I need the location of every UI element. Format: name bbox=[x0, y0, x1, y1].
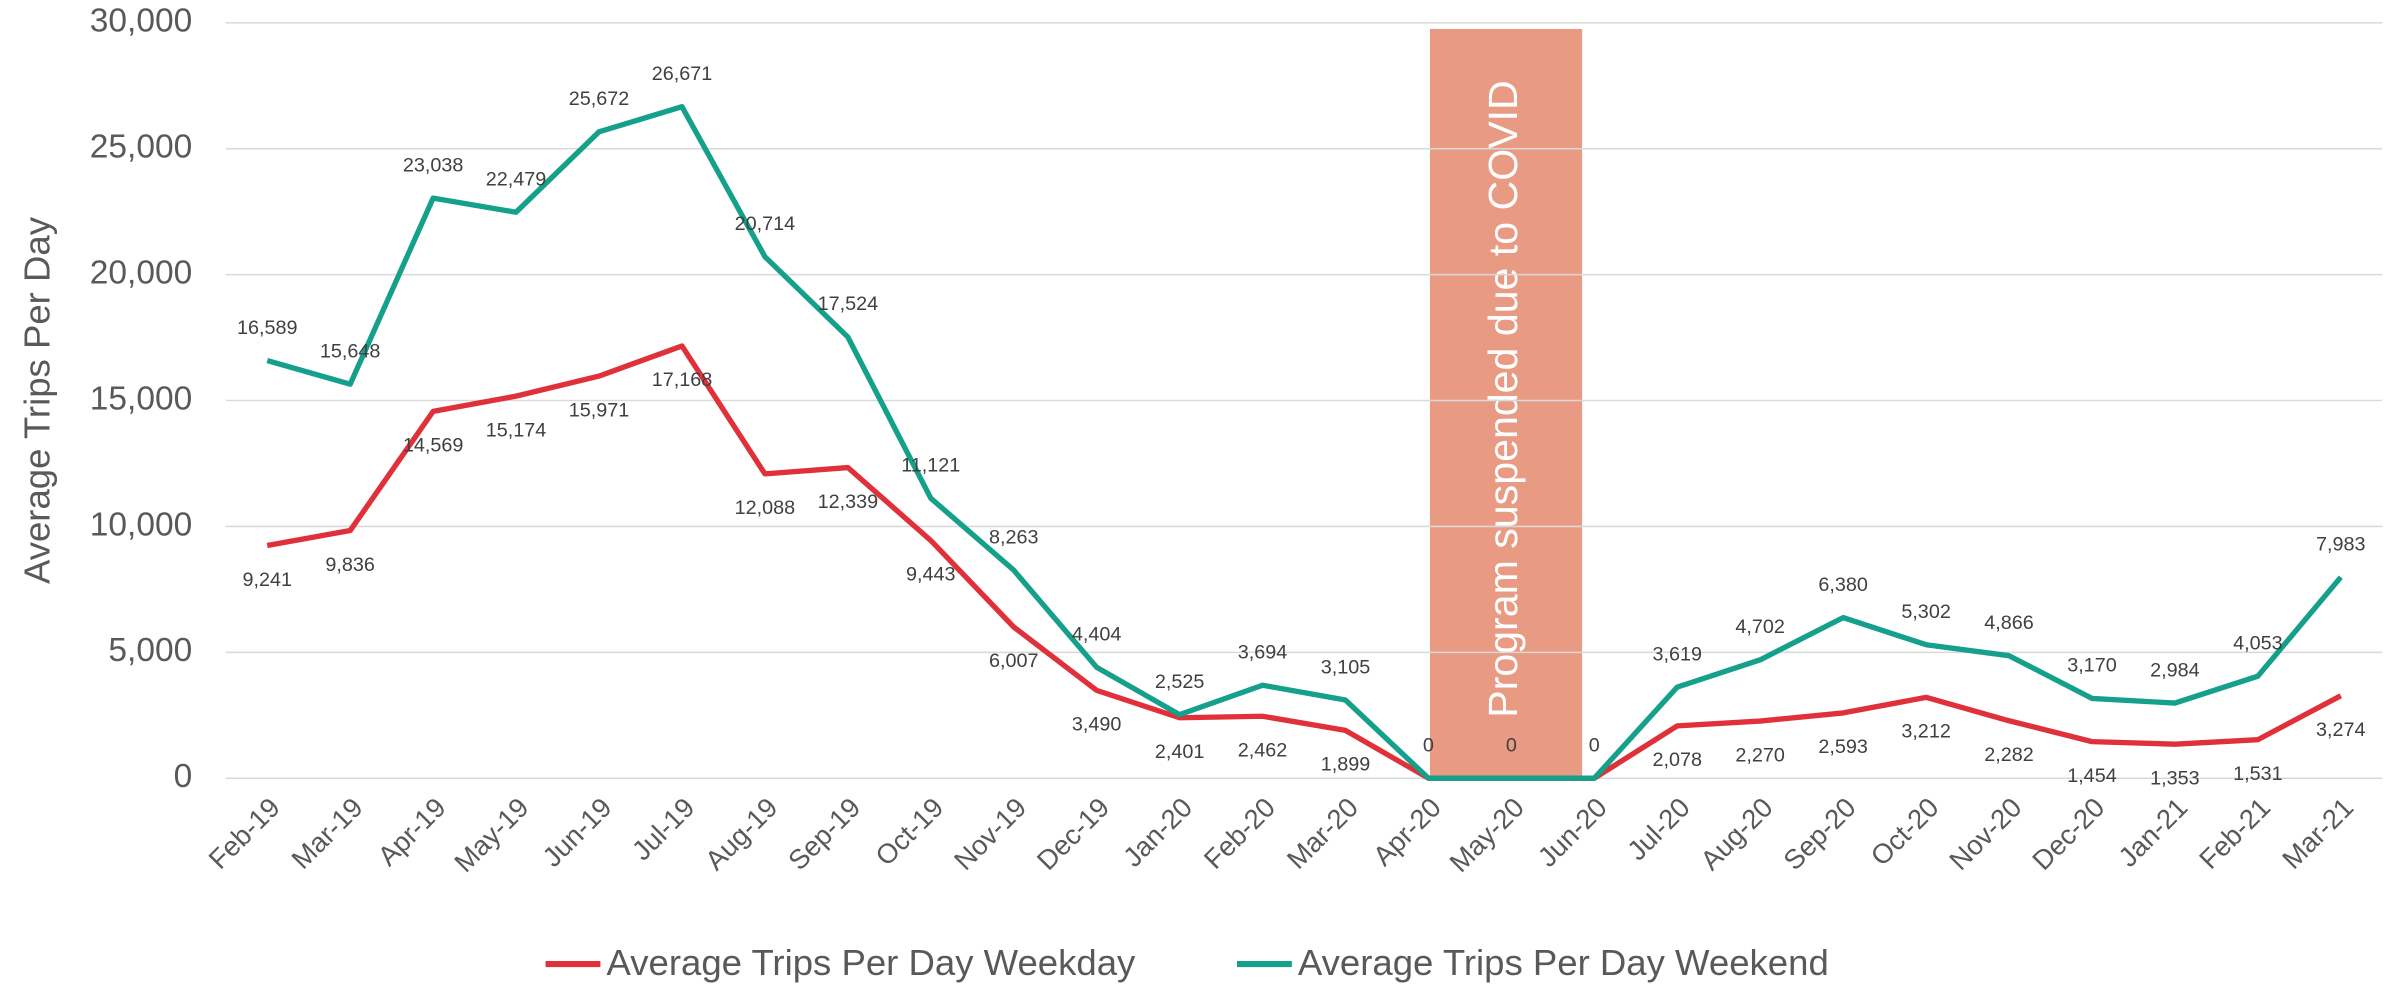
data-label: 1,899 bbox=[1321, 754, 1371, 776]
data-label: 14,569 bbox=[403, 435, 464, 457]
data-label: 3,170 bbox=[2067, 655, 2117, 677]
data-label: 4,053 bbox=[2233, 632, 2283, 654]
x-tick-label: Jan-20 bbox=[1117, 792, 1198, 873]
y-tick-label: 15,000 bbox=[90, 380, 192, 417]
series-line bbox=[266, 343, 2343, 781]
x-tick-label: Nov-19 bbox=[948, 792, 1032, 876]
data-label: 3,694 bbox=[1238, 641, 1288, 663]
data-label: 0 bbox=[1589, 734, 1600, 756]
data-label: 12,088 bbox=[735, 497, 796, 519]
x-tick-label: Apr-19 bbox=[372, 792, 452, 872]
x-tick-label: May-20 bbox=[1443, 792, 1530, 879]
legend-label: Average Trips Per Day Weekday bbox=[607, 942, 1137, 983]
data-label: 9,443 bbox=[906, 564, 956, 586]
x-tick-label: Sep-20 bbox=[1777, 792, 1861, 876]
x-tick-label: Jun-20 bbox=[1532, 792, 1613, 873]
x-tick-label: Mar-19 bbox=[285, 792, 368, 875]
data-label: 20,714 bbox=[735, 213, 796, 235]
legend-label: Average Trips Per Day Weekend bbox=[1298, 942, 1829, 983]
data-label: 15,971 bbox=[569, 399, 630, 421]
x-tick-label: Oct-19 bbox=[869, 792, 949, 872]
x-tick-label: May-19 bbox=[448, 792, 535, 879]
series-line bbox=[266, 104, 2343, 781]
y-axis-title: Average Trips Per Day bbox=[17, 216, 58, 584]
x-tick-label: Aug-19 bbox=[699, 792, 783, 876]
data-label: 2,984 bbox=[2150, 659, 2200, 681]
x-tick-label: Dec-20 bbox=[2026, 792, 2110, 876]
data-label: 2,078 bbox=[1652, 749, 1702, 771]
data-label: 0 bbox=[1423, 734, 1434, 756]
x-tick-label: Nov-20 bbox=[1943, 792, 2027, 876]
x-tick-label: Apr-20 bbox=[1367, 792, 1447, 872]
data-label: 4,404 bbox=[1072, 624, 1122, 646]
annotation-band bbox=[1429, 28, 1583, 779]
data-label: 1,353 bbox=[2150, 767, 2200, 789]
data-label: 2,525 bbox=[1155, 671, 1205, 693]
data-label: 0 bbox=[1506, 734, 1517, 756]
y-tick-label: 25,000 bbox=[90, 129, 192, 166]
data-label: 17,168 bbox=[652, 369, 713, 391]
data-label: 15,648 bbox=[320, 340, 381, 362]
data-label: 3,105 bbox=[1321, 656, 1371, 678]
x-tick-label: Jul-19 bbox=[626, 792, 701, 867]
annotation-text: Program suspended due to COVID bbox=[1480, 80, 1526, 718]
y-tick-label: 5,000 bbox=[108, 632, 192, 669]
data-label: 12,339 bbox=[818, 491, 879, 513]
y-tick-label: 10,000 bbox=[90, 506, 192, 543]
data-label: 26,671 bbox=[652, 63, 713, 85]
data-label: 2,401 bbox=[1155, 741, 1205, 763]
x-tick-label: Feb-20 bbox=[1198, 792, 1281, 875]
data-label: 7,983 bbox=[2316, 533, 2366, 555]
data-label: 2,462 bbox=[1238, 739, 1288, 761]
data-label: 25,672 bbox=[569, 88, 630, 110]
data-label: 17,524 bbox=[818, 293, 879, 315]
y-tick-label: 30,000 bbox=[90, 3, 192, 40]
data-label: 3,619 bbox=[1652, 643, 1702, 665]
data-label: 2,593 bbox=[1818, 736, 1868, 758]
data-label: 2,270 bbox=[1735, 744, 1785, 766]
data-label: 3,274 bbox=[2316, 719, 2366, 741]
x-tick-label: Feb-21 bbox=[2193, 792, 2276, 875]
y-tick-label: 0 bbox=[174, 758, 193, 795]
data-label: 1,454 bbox=[2067, 765, 2117, 787]
x-tick-label: Jun-19 bbox=[536, 792, 617, 873]
data-label: 16,589 bbox=[237, 317, 298, 339]
data-label: 11,121 bbox=[901, 454, 960, 476]
data-label: 4,702 bbox=[1735, 616, 1785, 638]
data-label: 1,531 bbox=[2233, 763, 2283, 785]
x-tick-label: Dec-19 bbox=[1031, 792, 1115, 876]
x-tick-label: Mar-21 bbox=[2276, 792, 2359, 875]
data-label: 15,174 bbox=[486, 419, 547, 441]
data-label: 23,038 bbox=[403, 154, 464, 176]
x-tick-label: Jan-21 bbox=[2112, 792, 2193, 873]
data-label: 2,282 bbox=[1984, 744, 2034, 766]
data-label: 22,479 bbox=[486, 168, 547, 190]
x-tick-label: Sep-19 bbox=[782, 792, 866, 876]
data-label: 5,302 bbox=[1901, 601, 1951, 623]
data-label: 9,241 bbox=[242, 569, 292, 591]
data-label: 8,263 bbox=[989, 526, 1039, 548]
x-tick-label: Jul-20 bbox=[1621, 792, 1696, 867]
data-label: 6,380 bbox=[1818, 574, 1868, 596]
y-tick-label: 20,000 bbox=[90, 254, 192, 291]
x-tick-label: Mar-20 bbox=[1281, 792, 1364, 875]
data-label: 6,007 bbox=[989, 650, 1039, 672]
data-label: 3,490 bbox=[1072, 714, 1122, 736]
x-tick-label: Feb-19 bbox=[202, 792, 285, 875]
x-tick-label: Aug-20 bbox=[1694, 792, 1778, 876]
data-label: 4,866 bbox=[1984, 612, 2034, 634]
data-label: 9,836 bbox=[325, 554, 375, 576]
x-tick-label: Oct-20 bbox=[1864, 792, 1944, 872]
data-label: 3,212 bbox=[1901, 721, 1951, 743]
